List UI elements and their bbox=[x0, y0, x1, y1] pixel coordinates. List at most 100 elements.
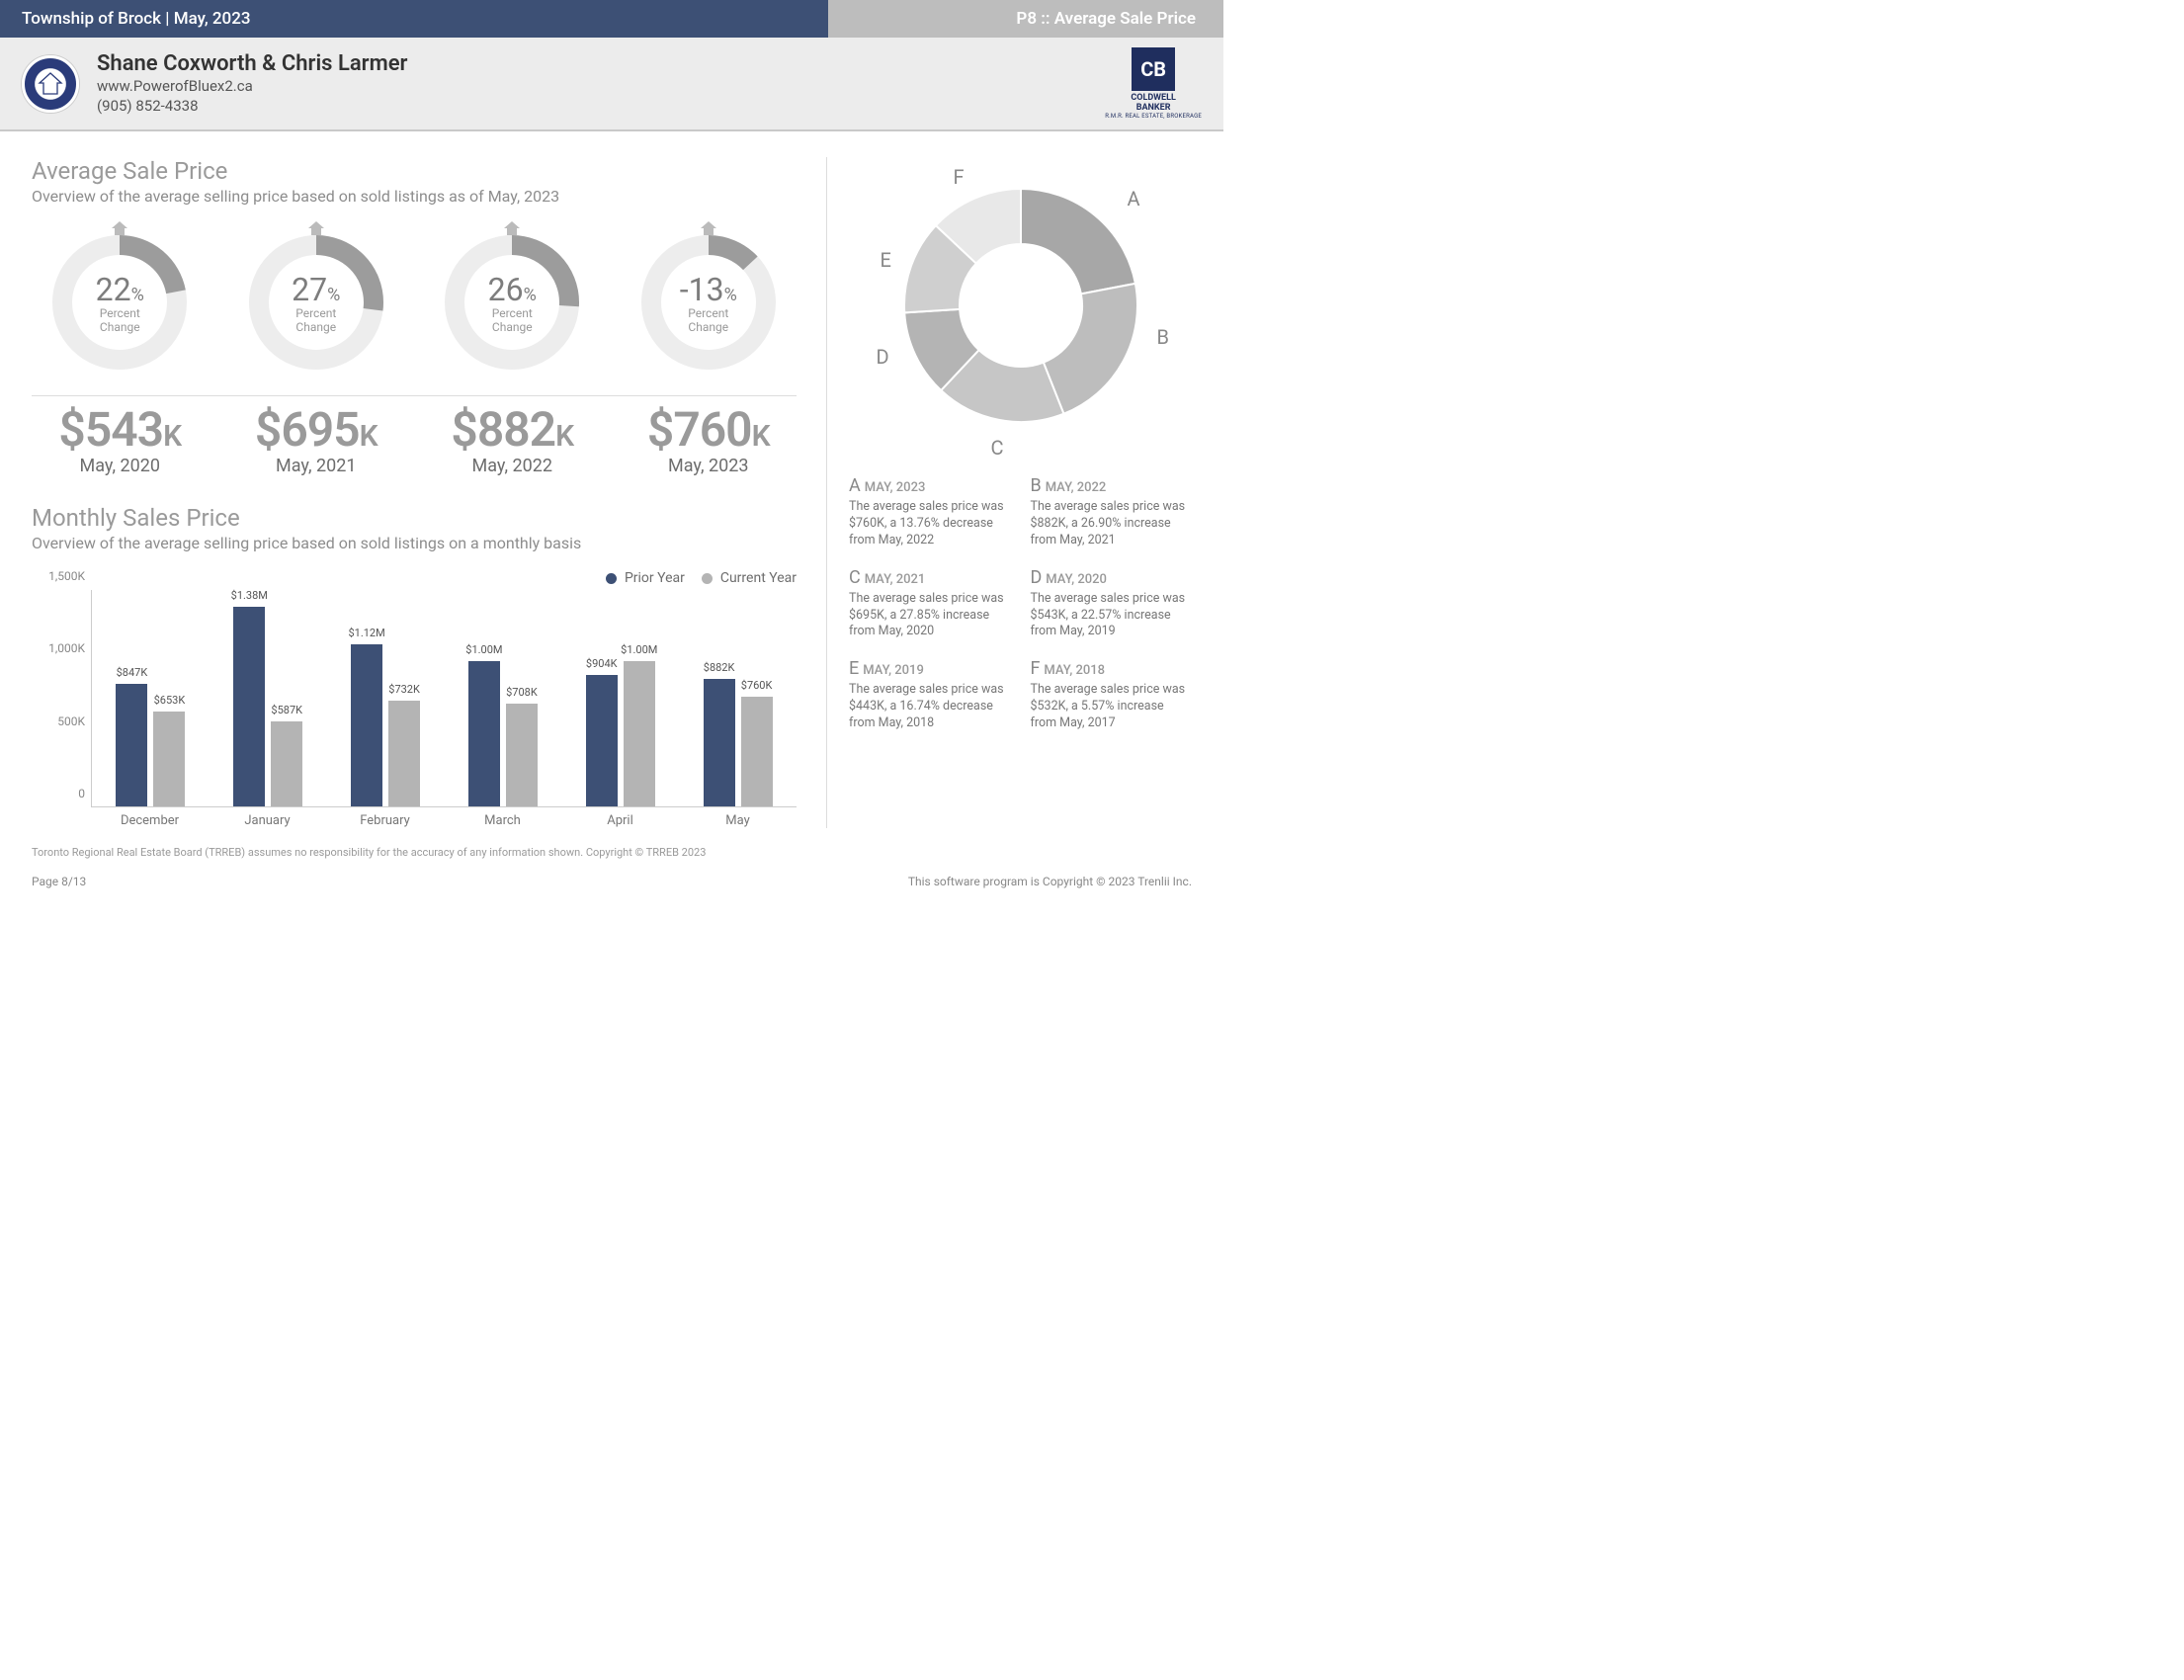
gauge-percent: -13% bbox=[669, 271, 748, 308]
bar-label: $653K bbox=[154, 694, 186, 707]
donut-legend-item: F MAY, 2018 The average sales price was … bbox=[1031, 658, 1193, 732]
donut-legend-item: E MAY, 2019 The average sales price was … bbox=[849, 658, 1011, 732]
x-axis-labels: DecemberJanuaryFebruaryMarchAprilMay bbox=[91, 807, 797, 828]
price-date: May, 2023 bbox=[621, 456, 798, 476]
gauge-label: Percent Change bbox=[277, 306, 356, 334]
legend-label-current: Current Year bbox=[720, 570, 797, 586]
donut-slice bbox=[1043, 284, 1136, 414]
avg-price-subtitle: Overview of the average selling price ba… bbox=[32, 187, 797, 206]
gauge-cell: 26% Percent Change bbox=[424, 223, 601, 381]
price-row: $543K May, 2020 $695K May, 2021 $882K Ma… bbox=[32, 406, 797, 476]
bar-current: $760K bbox=[741, 697, 773, 806]
price-value: $882K bbox=[424, 406, 601, 454]
x-label: January bbox=[209, 807, 326, 828]
bar-label: $1.00M bbox=[621, 643, 657, 656]
bar-label: $847K bbox=[117, 666, 148, 679]
month-group: $1.00M $708K bbox=[463, 661, 543, 806]
bar-label: $904K bbox=[586, 657, 618, 670]
legend-date: MAY, 2020 bbox=[1046, 572, 1107, 587]
top-bar: Township of Brock | May, 2023 P8 :: Aver… bbox=[0, 0, 1223, 38]
legend-letter: D bbox=[1031, 567, 1043, 588]
price-value: $695K bbox=[228, 406, 405, 454]
house-icon bbox=[306, 219, 326, 242]
donut-legend-item: A MAY, 2023 The average sales price was … bbox=[849, 475, 1011, 549]
footer-page: Page 8/13 bbox=[32, 875, 86, 888]
price-cell: $543K May, 2020 bbox=[32, 406, 209, 476]
donut-slice-letter: F bbox=[954, 165, 965, 189]
gauge-percent: 22% bbox=[80, 271, 159, 308]
agent-badge-icon bbox=[22, 55, 79, 113]
price-cell: $760K May, 2023 bbox=[621, 406, 798, 476]
legend-date: MAY, 2018 bbox=[1044, 663, 1105, 678]
bar-prior: $904K bbox=[586, 675, 618, 806]
price-cell: $695K May, 2021 bbox=[228, 406, 405, 476]
agent-phone: (905) 852-4338 bbox=[97, 96, 1087, 116]
price-value: $760K bbox=[621, 406, 798, 454]
left-column: Average Sale Price Overview of the avera… bbox=[32, 157, 797, 828]
bar-label: $1.38M bbox=[231, 589, 268, 602]
topbar-title: Township of Brock | May, 2023 bbox=[0, 0, 828, 38]
month-group: $904K $1.00M bbox=[581, 661, 660, 806]
donut-slice-letter: D bbox=[877, 345, 889, 369]
y-tick: 500K bbox=[57, 714, 85, 728]
month-group: $1.12M $732K bbox=[346, 644, 425, 806]
bar-label: $708K bbox=[506, 686, 538, 699]
bar-label: $1.00M bbox=[465, 643, 502, 656]
bar-label: $760K bbox=[741, 679, 773, 692]
bar-current: $587K bbox=[271, 721, 302, 806]
donut-legend: A MAY, 2023 The average sales price was … bbox=[849, 475, 1192, 732]
bar-chart: 0500K1,000K1,500K $847K $653K $1.38M $58… bbox=[32, 590, 797, 807]
gauge-cell: 22% Percent Change bbox=[32, 223, 209, 381]
price-cell: $882K May, 2022 bbox=[424, 406, 601, 476]
right-column: ABCDEF A MAY, 2023 The average sales pri… bbox=[826, 157, 1192, 828]
avg-price-title: Average Sale Price bbox=[32, 157, 797, 185]
month-group: $1.38M $587K bbox=[228, 607, 307, 806]
price-date: May, 2021 bbox=[228, 456, 405, 476]
agent-info: Shane Coxworth & Chris Larmer www.Powero… bbox=[97, 51, 1087, 117]
gauge-percent: 27% bbox=[277, 271, 356, 308]
agent-website: www.PowerofBluex2.ca bbox=[97, 76, 1087, 96]
x-label: May bbox=[679, 807, 797, 828]
footer-disclaimer: Toronto Regional Real Estate Board (TRRE… bbox=[32, 846, 1192, 859]
legend-text: The average sales price was $443K, a 16.… bbox=[849, 682, 1011, 732]
gauge-row: 22% Percent Change 27% Percent Change bbox=[32, 223, 797, 381]
bar-current: $708K bbox=[506, 704, 538, 806]
monthly-subtitle: Overview of the average selling price ba… bbox=[32, 534, 797, 552]
bar-label: $1.12M bbox=[348, 627, 384, 639]
legend-dot-prior bbox=[606, 573, 617, 584]
legend-letter: F bbox=[1031, 658, 1041, 679]
y-tick: 1,500K bbox=[48, 569, 85, 583]
monthly-title: Monthly Sales Price bbox=[32, 504, 797, 532]
gauge-percent: 26% bbox=[472, 271, 551, 308]
donut-slice-letter: E bbox=[881, 248, 891, 272]
donut-slice bbox=[1021, 189, 1135, 294]
bar-current: $653K bbox=[153, 712, 185, 806]
bar-current: $1.00M bbox=[624, 661, 655, 806]
gauge-cell: -13% Percent Change bbox=[621, 223, 798, 381]
legend-label-prior: Prior Year bbox=[625, 570, 685, 586]
legend-date: MAY, 2021 bbox=[865, 572, 926, 587]
donut-legend-item: C MAY, 2021 The average sales price was … bbox=[849, 567, 1011, 641]
legend-text: The average sales price was $532K, a 5.5… bbox=[1031, 682, 1193, 732]
donut-slice-letter: A bbox=[1128, 187, 1140, 210]
bar-label: $732K bbox=[388, 683, 420, 696]
gauge-label: Percent Change bbox=[80, 306, 159, 334]
bar-current: $732K bbox=[388, 701, 420, 806]
x-label: April bbox=[561, 807, 679, 828]
gauge-label: Percent Change bbox=[472, 306, 551, 334]
bar-legend: Prior Year Current Year bbox=[32, 570, 797, 586]
bar-label: $587K bbox=[271, 704, 302, 716]
donut-chart: ABCDEF bbox=[873, 157, 1169, 454]
bar-prior: $847K bbox=[116, 684, 147, 806]
main-content: Average Sale Price Overview of the avera… bbox=[0, 131, 1223, 836]
x-label: December bbox=[91, 807, 209, 828]
price-date: May, 2020 bbox=[32, 456, 209, 476]
donut-slice-letter: C bbox=[991, 436, 1004, 460]
month-group: $847K $653K bbox=[111, 684, 190, 806]
gauge-label: Percent Change bbox=[669, 306, 748, 334]
bar-prior: $1.38M bbox=[233, 607, 265, 806]
plot-area: $847K $653K $1.38M $587K $1.12M $732K $1… bbox=[91, 590, 797, 807]
y-tick: 0 bbox=[78, 787, 85, 800]
bar-prior: $1.00M bbox=[468, 661, 500, 806]
agent-name: Shane Coxworth & Chris Larmer bbox=[97, 51, 1087, 76]
